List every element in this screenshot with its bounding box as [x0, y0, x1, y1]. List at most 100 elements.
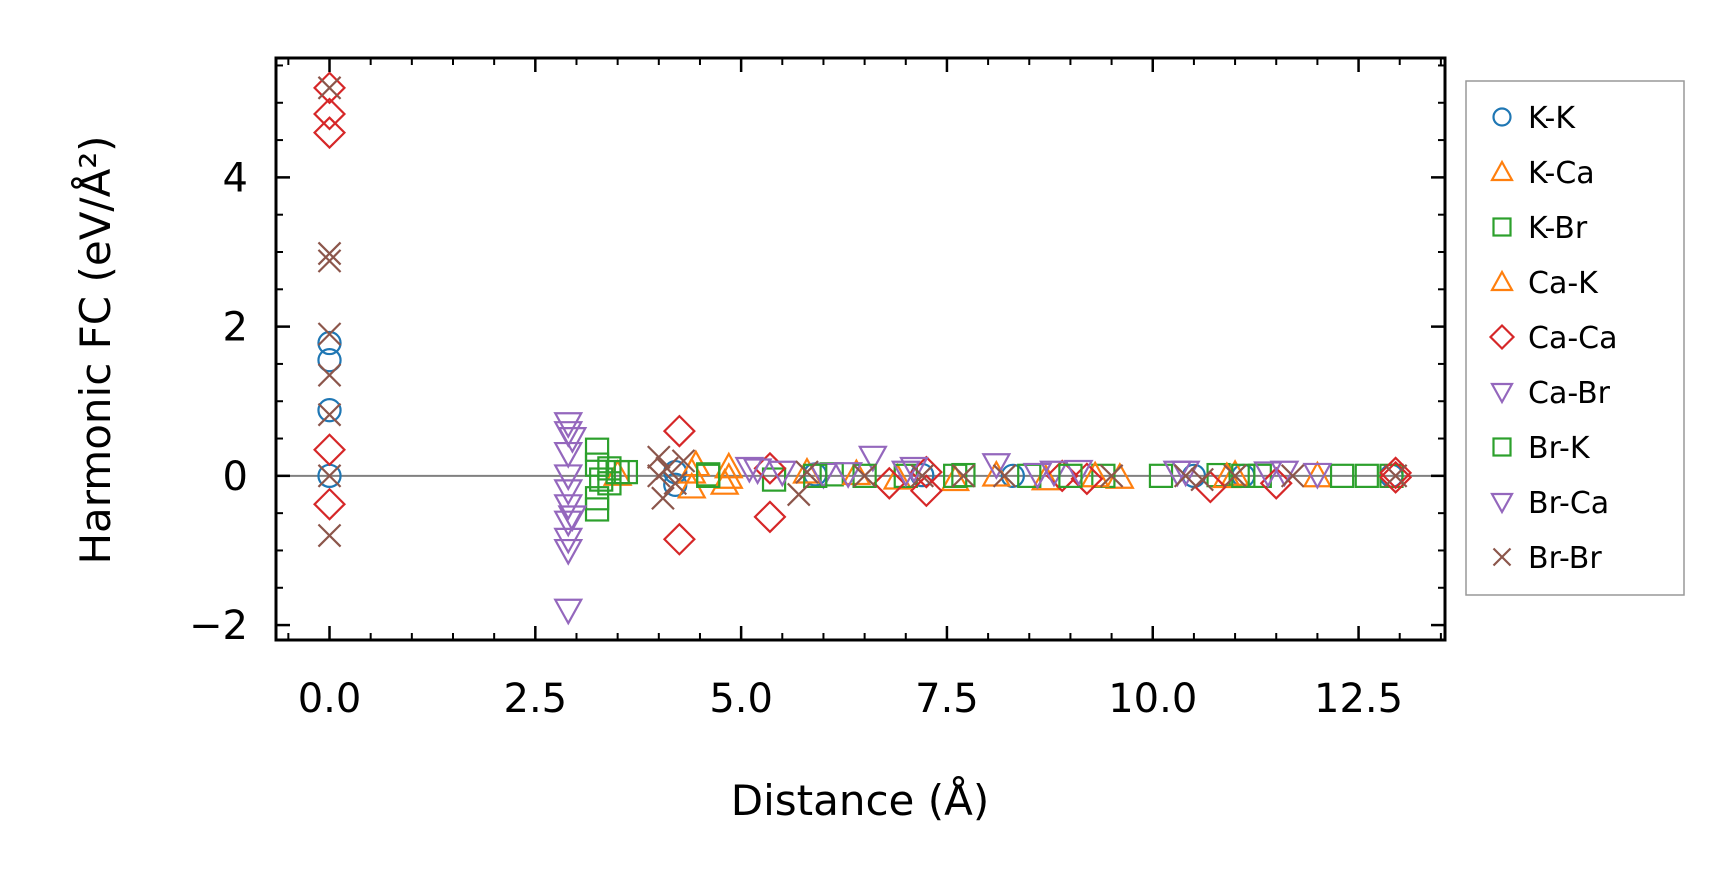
point-br-br-13: [646, 464, 671, 488]
point-br-ca-5: [1022, 462, 1053, 490]
point-ca-ca-2: [313, 116, 347, 150]
x-tick-label: 0.0: [298, 676, 362, 722]
legend-label-ca-ca: Ca-Ca: [1528, 321, 1618, 356]
point-br-br-14: [786, 482, 811, 507]
point-br-br-9: [651, 486, 675, 511]
point-br-br-25: [1383, 464, 1408, 488]
x-tick-label: 12.5: [1314, 676, 1403, 722]
point-ca-ca-15: [1259, 466, 1293, 500]
point-ca-br-15: [981, 453, 1012, 480]
point-br-br-4: [317, 363, 342, 387]
point-br-br-5: [317, 402, 342, 427]
x-tick-label: 5.0: [709, 676, 773, 722]
plot-frame: [274, 56, 1447, 642]
point-br-k-6: [1058, 463, 1083, 488]
legend-marker-ca-k: [1490, 269, 1514, 292]
y-tick-label: 4: [223, 155, 248, 201]
point-br-br-8: [646, 445, 671, 470]
point-ca-br-4: [553, 479, 584, 507]
point-ca-ca-7: [753, 500, 787, 534]
point-br-k-7: [1231, 463, 1256, 488]
y-axis-title: Harmonic FC (eV/Å²): [70, 135, 120, 564]
point-ca-br-8: [553, 538, 584, 566]
axis-ticks: [276, 58, 1445, 640]
legend-marker-br-k: [1492, 437, 1512, 457]
point-k-k-8: [1000, 463, 1025, 488]
point-ca-br-14: [890, 460, 921, 488]
legend: K-K K-Ca K-Br Ca-K Ca-Ca Ca-Br Br-K Br-Ca Br-Br: [1465, 80, 1685, 596]
point-k-br-0: [584, 437, 610, 462]
legend-label-ca-br: Ca-Br: [1528, 376, 1611, 411]
point-br-br-16: [852, 464, 877, 488]
point-br-br-21: [1173, 464, 1198, 488]
point-ca-br-19: [1253, 461, 1283, 489]
y-tick-label: 0: [223, 454, 248, 500]
point-br-br-18: [951, 464, 976, 488]
tick-labels: 0.0 2.5 5.0 7.5 10.0 12.5 −2 0 2 4: [189, 155, 1403, 722]
legend-label-br-k: Br-K: [1528, 431, 1591, 466]
point-k-br-1: [584, 452, 610, 477]
point-br-ca-6: [1170, 460, 1201, 488]
point-br-br-11: [663, 471, 688, 496]
point-br-br-20: [1099, 464, 1124, 488]
point-br-br-12: [671, 449, 696, 473]
point-br-br-17: [910, 464, 935, 488]
point-k-k-0: [317, 330, 342, 356]
legend-label-k-ca: K-Ca: [1528, 156, 1595, 191]
point-br-ca-0: [557, 427, 588, 454]
point-k-k-1: [317, 348, 342, 373]
point-br-br-3: [317, 322, 342, 346]
point-br-k-0: [589, 467, 614, 492]
point-ca-br-9: [553, 598, 584, 626]
point-ca-ca-16: [1379, 460, 1413, 494]
point-br-br-15: [795, 460, 819, 484]
y-tick-label: 2: [223, 305, 248, 351]
point-ca-br-0: [553, 412, 584, 439]
legend-marker-ca-ca: [1488, 323, 1516, 351]
data-points: [313, 71, 1413, 626]
point-br-ca-4: [899, 456, 929, 484]
point-ca-br-20: [1302, 462, 1333, 490]
legend-label-br-br: Br-Br: [1528, 541, 1602, 576]
point-br-ca-2: [742, 458, 773, 486]
point-ca-ca-6: [662, 522, 696, 556]
point-br-br-0: [317, 76, 342, 100]
point-br-br-23: [1223, 464, 1247, 488]
legend-marker-br-br: [1492, 547, 1512, 567]
legend-label-br-ca: Br-Ca: [1528, 486, 1609, 521]
x-tick-label: 2.5: [504, 676, 568, 722]
legend-marker-br-ca: [1490, 492, 1514, 515]
point-ca-ca-4: [313, 487, 347, 521]
y-tick-label: −2: [189, 603, 248, 649]
point-br-br-7: [317, 523, 342, 548]
point-ca-br-17: [1063, 459, 1094, 487]
legend-marker-k-ca: [1490, 159, 1514, 182]
x-tick-label: 10.0: [1108, 676, 1197, 722]
legend-marker-ca-br: [1490, 382, 1514, 405]
point-ca-br-10: [734, 456, 765, 484]
point-br-ca-1: [557, 505, 588, 533]
point-br-br-22: [1190, 467, 1214, 492]
point-k-br-18: [1354, 463, 1379, 488]
point-br-br-2: [317, 249, 342, 273]
point-ca-br-11: [767, 460, 798, 488]
point-br-k-5: [943, 463, 968, 488]
point-k-ca-11: [1302, 460, 1333, 488]
point-ca-br-3: [553, 464, 584, 492]
point-ca-ca-0: [313, 71, 347, 105]
point-br-k-2: [696, 463, 721, 488]
point-ca-br-13: [857, 445, 888, 473]
point-k-br-17: [1329, 463, 1355, 488]
point-ca-ca-13: [1070, 462, 1104, 496]
point-br-br-6: [317, 464, 342, 488]
point-k-br-16: [1247, 463, 1272, 488]
point-br-br-24: [1280, 464, 1305, 488]
legend-marker-k-k: [1492, 107, 1512, 127]
x-axis-title: Distance (Å): [731, 775, 990, 825]
point-k-k-2: [317, 398, 342, 423]
point-br-k-1: [605, 459, 630, 485]
point-br-br-19: [992, 464, 1017, 488]
point-ca-ca-9: [872, 466, 906, 500]
point-ca-ca-17: [1379, 456, 1413, 490]
